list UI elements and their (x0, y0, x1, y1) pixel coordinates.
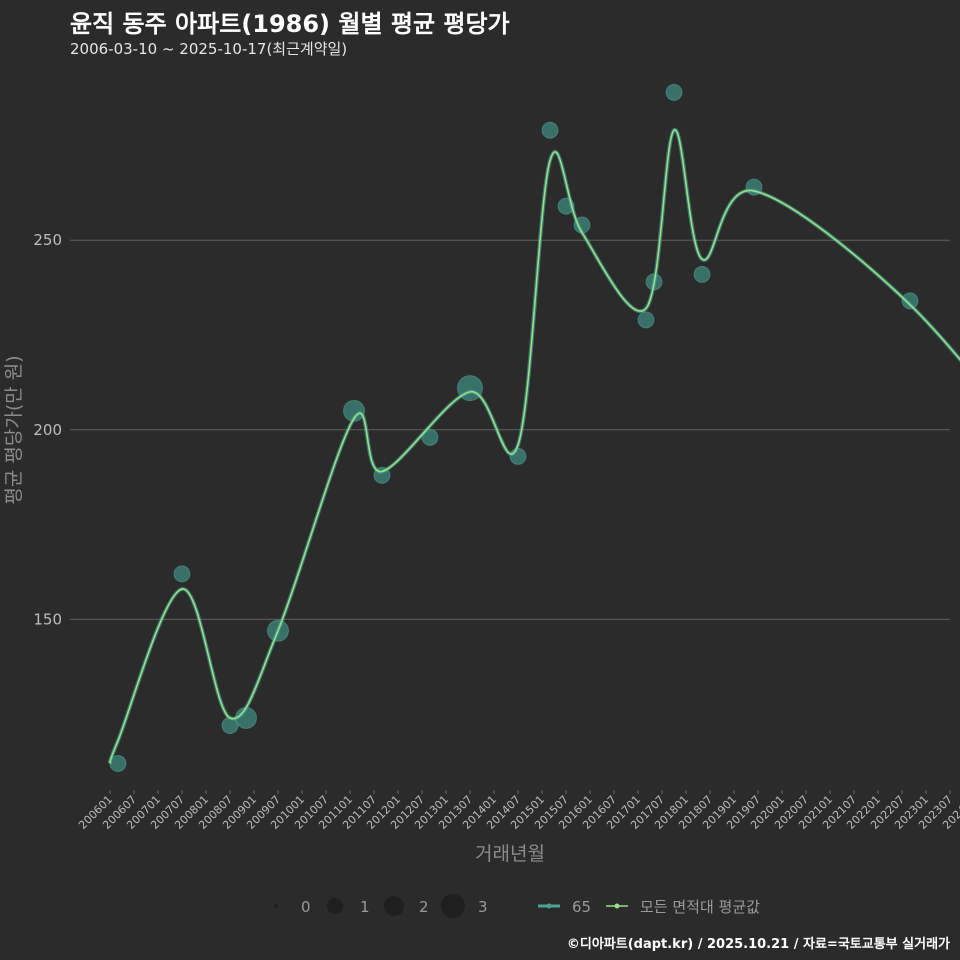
average-line (109, 129, 960, 764)
size-legend-label: 0 (301, 898, 311, 916)
x-axis: 2006012006072007012007072008012008072009… (76, 790, 960, 832)
series-average (107, 128, 960, 765)
legend-key-dot (546, 903, 552, 909)
data-point (509, 447, 527, 465)
y-axis: 150 200 250 (33, 231, 62, 628)
size-legend-key (327, 898, 343, 914)
grid-lines (70, 239, 950, 620)
size-legend-label: 3 (478, 898, 488, 916)
size-legend-label: 1 (360, 898, 370, 916)
data-point (693, 265, 711, 283)
legend-label: 65 (572, 898, 591, 916)
data-point (665, 83, 683, 101)
y-tick-label: 200 (33, 421, 62, 439)
series-65-line (107, 128, 960, 765)
y-tick-label: 250 (33, 231, 62, 249)
data-point (173, 565, 191, 583)
legend-label: 모든 면적대 평균값 (640, 898, 760, 916)
legend: 0 1 2 3 65 모든 면적대 평균값 (274, 894, 760, 918)
y-axis-title: 평균 평당가(만 원) (3, 355, 25, 504)
legend-key-dot (614, 903, 620, 909)
x-axis-title: 거래년월 (475, 843, 545, 865)
chart-subtitle: 2006-03-10 ~ 2025-10-17(최근계약일) (70, 40, 348, 58)
source-caption: ©디아파트(dapt.kr) / 2025.10.21 / 자료=국토교통부 실… (566, 937, 950, 952)
chart-title: 윤직 동주 아파트(1986) 월별 평균 평당가 (70, 10, 510, 38)
size-legend-label: 2 (419, 898, 429, 916)
series-65-points (109, 83, 919, 772)
size-legend-key (384, 896, 404, 916)
size-legend-key (274, 904, 278, 908)
size-legend-key (441, 894, 465, 918)
data-point (637, 311, 655, 329)
y-tick-label: 150 (33, 610, 62, 628)
data-point (901, 292, 919, 310)
data-point (541, 121, 559, 139)
